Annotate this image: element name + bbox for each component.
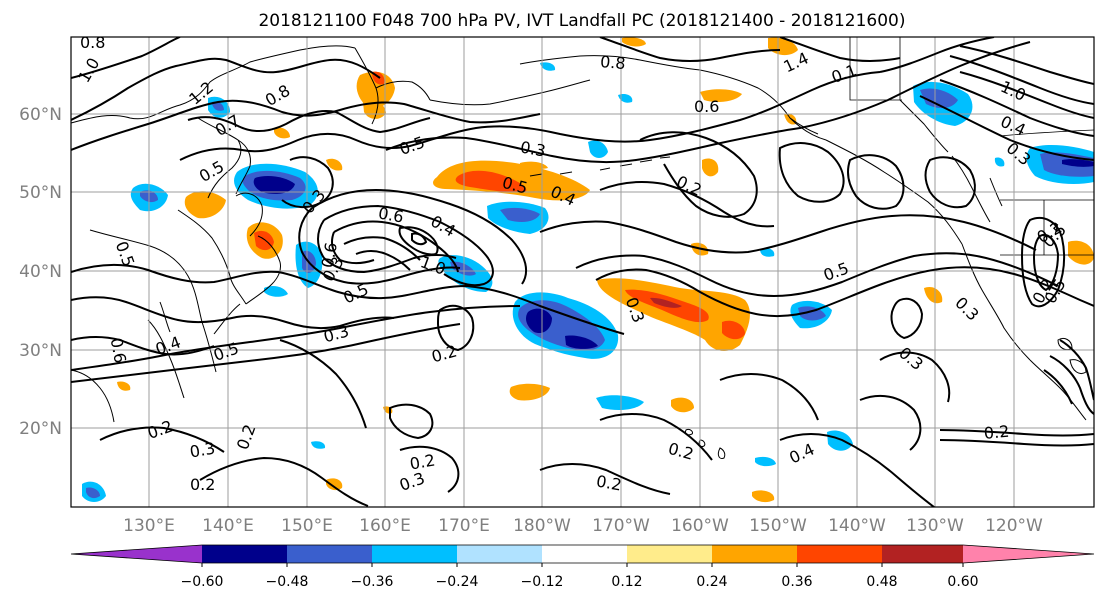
pv-contours [71, 37, 1094, 507]
contour-label: 0.6 [694, 97, 719, 116]
contour-label: 0.2 [983, 422, 1010, 443]
colorbar-tick-label: −0.24 [436, 574, 479, 590]
lat-label: 50°N [19, 183, 62, 203]
lat-label: 20°N [19, 419, 62, 439]
contour-label: 0.3 [188, 438, 216, 461]
contour-label: 0.8 [599, 52, 626, 73]
colorbar-swatch [202, 545, 287, 563]
map-frame [70, 36, 1095, 508]
colorbar-tick-label: −0.48 [266, 574, 309, 590]
lon-label: 170°E [438, 516, 490, 536]
lon-label: 170°W [592, 516, 650, 536]
lon-label: 150°W [749, 516, 807, 536]
contour-label: 0.6 [318, 241, 341, 269]
colorbar-tick-label: −0.36 [351, 574, 394, 590]
colorbar-tick-label: 0.36 [781, 574, 812, 590]
colorbar-tick-label: 0.12 [611, 574, 642, 590]
contour-label: 0.3 [519, 137, 547, 160]
lat-label: 30°N [19, 341, 62, 361]
anomaly-patches [82, 37, 1094, 503]
latitude-labels: 60°N 50°N 40°N 30°N 20°N [19, 105, 62, 439]
contour-label: 0.6 [377, 203, 405, 226]
lon-label: 160°E [359, 516, 411, 536]
lon-label: 120°W [985, 516, 1043, 536]
lon-label: 150°E [281, 516, 333, 536]
lon-label: 130°E [123, 516, 175, 536]
lon-label: 140°E [202, 516, 254, 536]
colorbar-extend-min [71, 545, 202, 563]
contour-label: 0.2 [408, 450, 436, 473]
colorbar-swatch [712, 545, 797, 563]
colorbar-extend-max [963, 545, 1094, 563]
borders [849, 37, 1094, 256]
lon-label: 140°W [828, 516, 886, 536]
lon-label: 180°W [513, 516, 571, 536]
colorbar-tick-label: 0.24 [696, 574, 727, 590]
contour-label: 0.2 [190, 475, 215, 494]
colorbar-swatch [627, 545, 712, 563]
colorbar-swatch [797, 545, 882, 563]
colorbar: −0.60 −0.48 −0.36 −0.24 −0.12 0.12 0.24 … [70, 544, 1095, 590]
contour-label: 0.6 [107, 336, 130, 364]
lon-label: 130°W [906, 516, 964, 536]
contour-label: 0.8 [80, 33, 105, 52]
colorbar-swatch [457, 545, 542, 563]
colorbar-swatch [542, 545, 627, 563]
lat-label: 40°N [19, 262, 62, 282]
colorbar-tick-label: −0.12 [521, 574, 564, 590]
colorbar-swatch [287, 545, 372, 563]
map-title: 2018121100 F048 700 hPa PV, IVT Landfall… [258, 11, 905, 31]
colorbar-tick-label: 0.60 [947, 574, 978, 590]
lat-label: 60°N [19, 105, 62, 125]
lon-label: 160°W [671, 516, 729, 536]
colorbar-tick-label: 0.48 [866, 574, 897, 590]
colorbar-swatch [882, 545, 963, 563]
contour-label: 0.2 [595, 471, 623, 494]
colorbar-tick-label: −0.60 [181, 574, 224, 590]
longitude-labels: 130°E 140°E 150°E 160°E 170°E 180°W 170°… [123, 516, 1043, 536]
colorbar-swatch [372, 545, 457, 563]
